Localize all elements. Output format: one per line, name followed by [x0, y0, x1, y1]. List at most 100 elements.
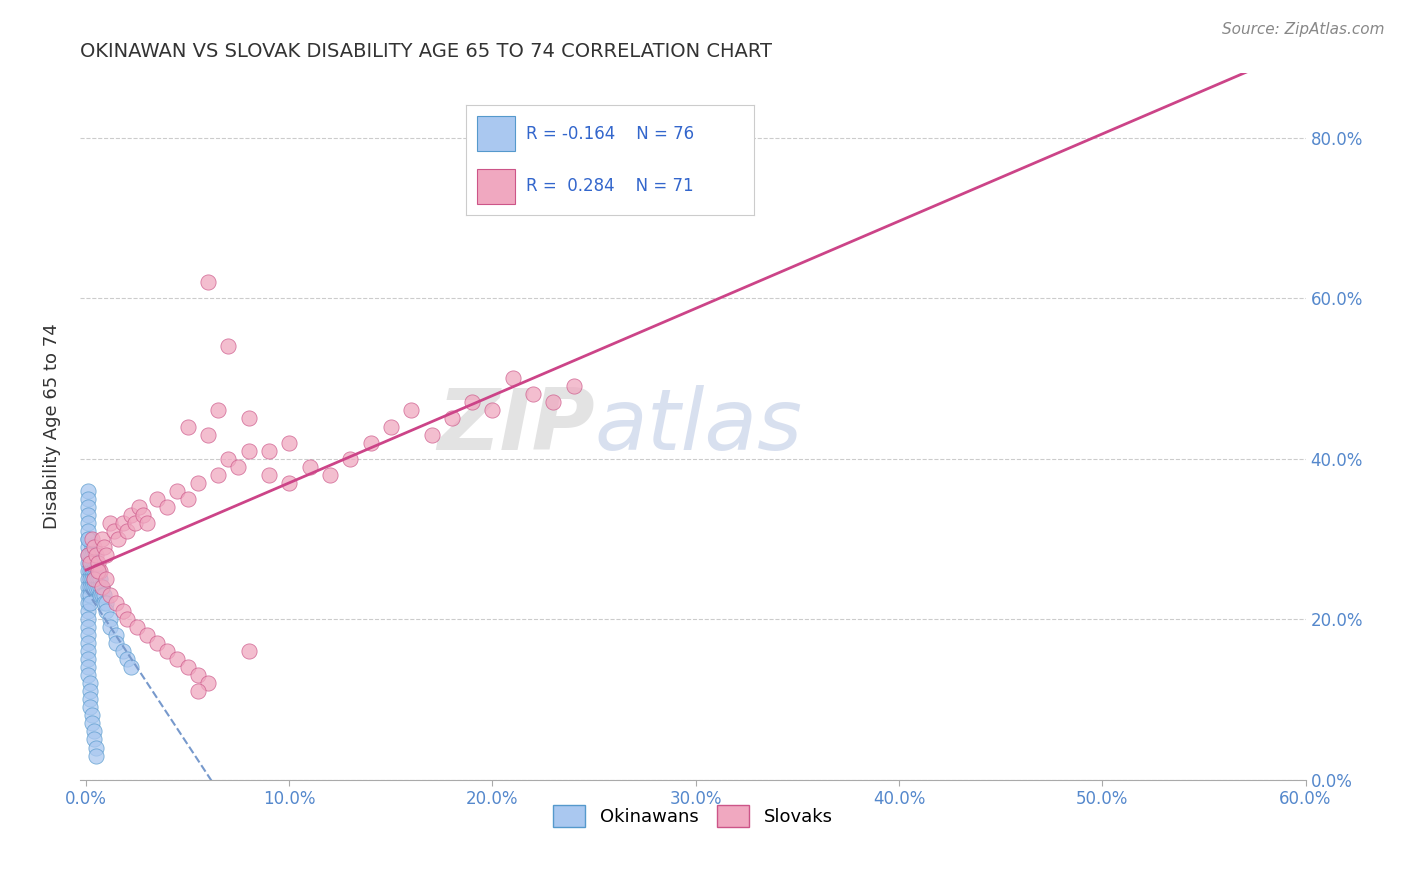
Point: [207, 467, 229, 482]
Y-axis label: Disability Age 65 to 74: Disability Age 65 to 74: [44, 324, 60, 529]
Point: [96, 548, 118, 562]
Text: atlas: atlas: [595, 385, 803, 468]
Point: [207, 403, 229, 417]
Point: [84, 548, 107, 562]
Point: [156, 644, 179, 658]
Point: [83, 556, 105, 570]
Point: [77, 548, 100, 562]
Point: [89, 564, 111, 578]
Point: [98, 588, 121, 602]
Point: [77, 532, 100, 546]
Point: [83, 580, 105, 594]
Point: [257, 467, 280, 482]
Point: [80, 556, 103, 570]
Point: [77, 548, 100, 562]
Point: [562, 379, 585, 393]
Point: [111, 644, 134, 658]
Point: [77, 556, 100, 570]
Point: [105, 596, 128, 610]
Point: [80, 532, 103, 546]
Point: [83, 572, 105, 586]
Point: [80, 716, 103, 731]
Point: [146, 636, 169, 650]
Point: [217, 339, 239, 353]
Point: [77, 596, 100, 610]
Point: [128, 500, 150, 514]
Point: [91, 580, 114, 594]
Point: [96, 572, 118, 586]
Point: [87, 564, 110, 578]
Point: [98, 516, 121, 530]
Point: [77, 604, 100, 618]
Point: [124, 516, 146, 530]
Point: [87, 580, 110, 594]
Point: [77, 660, 100, 674]
Point: [91, 532, 114, 546]
Point: [79, 572, 101, 586]
Point: [79, 564, 101, 578]
Point: [87, 572, 110, 586]
Point: [89, 572, 111, 586]
Point: [238, 411, 260, 425]
Point: [84, 564, 107, 578]
Point: [83, 724, 105, 739]
Point: [77, 588, 100, 602]
Point: [84, 748, 107, 763]
Point: [115, 652, 138, 666]
Point: [77, 508, 100, 522]
Point: [98, 620, 121, 634]
Point: [79, 684, 101, 698]
Legend: Okinawans, Slovaks: Okinawans, Slovaks: [546, 797, 839, 834]
Point: [77, 628, 100, 642]
Point: [217, 451, 239, 466]
Point: [187, 684, 209, 698]
Point: [79, 692, 101, 706]
Point: [84, 580, 107, 594]
Point: [111, 604, 134, 618]
Point: [111, 516, 134, 530]
Point: [79, 556, 101, 570]
Point: [125, 620, 148, 634]
Point: [197, 275, 219, 289]
Point: [399, 403, 422, 417]
Point: [522, 387, 544, 401]
Point: [77, 524, 100, 538]
Point: [80, 708, 103, 723]
Point: [96, 596, 118, 610]
Text: ZIP: ZIP: [437, 385, 595, 468]
Point: [77, 516, 100, 530]
Point: [83, 564, 105, 578]
Point: [197, 427, 219, 442]
Point: [84, 556, 107, 570]
Point: [77, 652, 100, 666]
Point: [80, 540, 103, 554]
Point: [79, 548, 101, 562]
Point: [91, 580, 114, 594]
Point: [84, 740, 107, 755]
Point: [83, 572, 105, 586]
Point: [136, 516, 159, 530]
Point: [80, 572, 103, 586]
Point: [77, 644, 100, 658]
Point: [420, 427, 443, 442]
Point: [77, 636, 100, 650]
Point: [83, 548, 105, 562]
Point: [176, 419, 198, 434]
Point: [298, 459, 321, 474]
Point: [156, 500, 179, 514]
Point: [136, 628, 159, 642]
Point: [176, 491, 198, 506]
Point: [278, 435, 301, 450]
Point: [79, 556, 101, 570]
Point: [187, 668, 209, 682]
Point: [115, 524, 138, 538]
Point: [79, 700, 101, 714]
Point: [80, 564, 103, 578]
Point: [77, 491, 100, 506]
Point: [360, 435, 382, 450]
Point: [96, 604, 118, 618]
Point: [440, 411, 463, 425]
Point: [79, 596, 101, 610]
Point: [79, 580, 101, 594]
Point: [87, 556, 110, 570]
